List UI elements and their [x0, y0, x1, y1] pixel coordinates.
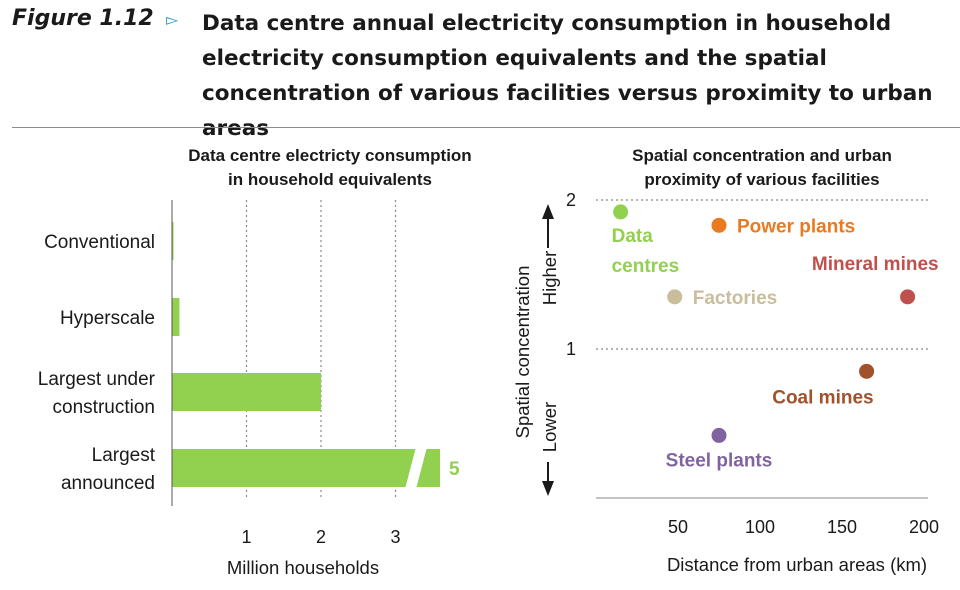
category-label-largest-under-construction: construction — [53, 397, 155, 418]
bar-chart: Data centre electricty consumption in hou… — [38, 146, 472, 578]
point-label-data-centres: centres — [612, 256, 680, 277]
point-steel-plants — [711, 427, 727, 443]
figure-label: Figure 1.12 — [12, 6, 154, 31]
scatter-y-axis-label: Spatial concentration — [512, 266, 533, 439]
category-label-largest-announced: announced — [61, 473, 155, 494]
scatter-chart-title: proximity of various facilities — [644, 170, 879, 189]
category-label-largest-announced: Largest — [92, 445, 156, 466]
point-label-data-centres: Data — [612, 226, 654, 247]
x-tick-label: 1 — [241, 527, 251, 547]
y-down-arrowhead-icon — [542, 481, 554, 496]
bar-value-label: 5 — [449, 459, 460, 480]
point-power-plants — [711, 217, 727, 233]
bar-conventional — [172, 222, 174, 260]
y-tick-label: 2 — [566, 190, 576, 210]
category-label-hyperscale: Hyperscale — [60, 308, 155, 329]
point-label-steel-plants: Steel plants — [666, 450, 773, 471]
bar-hyperscale — [172, 298, 180, 336]
point-label-power-plants: Power plants — [737, 216, 855, 237]
figure-title: Data centre annual electricity consumpti… — [202, 11, 933, 141]
bar-largest-announced — [172, 449, 440, 487]
x-tick-label: 2 — [316, 527, 326, 547]
y-low-label: Lower — [539, 402, 560, 452]
scatter-x-axis-label: Distance from urban areas (km) — [667, 554, 927, 575]
point-factories — [667, 289, 683, 305]
axis-break-mark — [405, 447, 427, 489]
x-tick-label: 100 — [745, 517, 775, 537]
x-tick-label: 150 — [827, 517, 857, 537]
y-up-arrowhead-icon — [542, 204, 554, 219]
bar-chart-title: Data centre electricty consumption — [188, 146, 471, 165]
point-data-centres — [613, 204, 629, 220]
x-tick-label: 50 — [668, 517, 688, 537]
scatter-chart: Spatial concentration and urban proximity… — [512, 146, 939, 575]
title-divider — [12, 127, 960, 128]
category-label-largest-under-construction: Largest under — [38, 369, 156, 390]
point-label-factories: Factories — [693, 288, 777, 309]
category-label-conventional: Conventional — [44, 232, 155, 253]
bar-largest-under-construction — [172, 373, 321, 411]
x-tick-label: 200 — [909, 517, 939, 537]
y-tick-label: 1 — [566, 339, 576, 359]
point-label-coal-mines: Coal mines — [772, 387, 873, 408]
bar-x-axis-label: Million households — [227, 557, 379, 578]
point-coal-mines — [859, 363, 875, 379]
point-mineral-mines — [900, 289, 916, 305]
x-tick-label: 3 — [390, 527, 400, 547]
y-high-label: Higher — [539, 251, 560, 306]
bar-chart-title: in household equivalents — [228, 170, 432, 189]
point-label-mineral-mines: Mineral mines — [812, 254, 939, 275]
figure-arrow-icon: ▻ — [166, 12, 179, 29]
scatter-chart-title: Spatial concentration and urban — [632, 146, 892, 165]
